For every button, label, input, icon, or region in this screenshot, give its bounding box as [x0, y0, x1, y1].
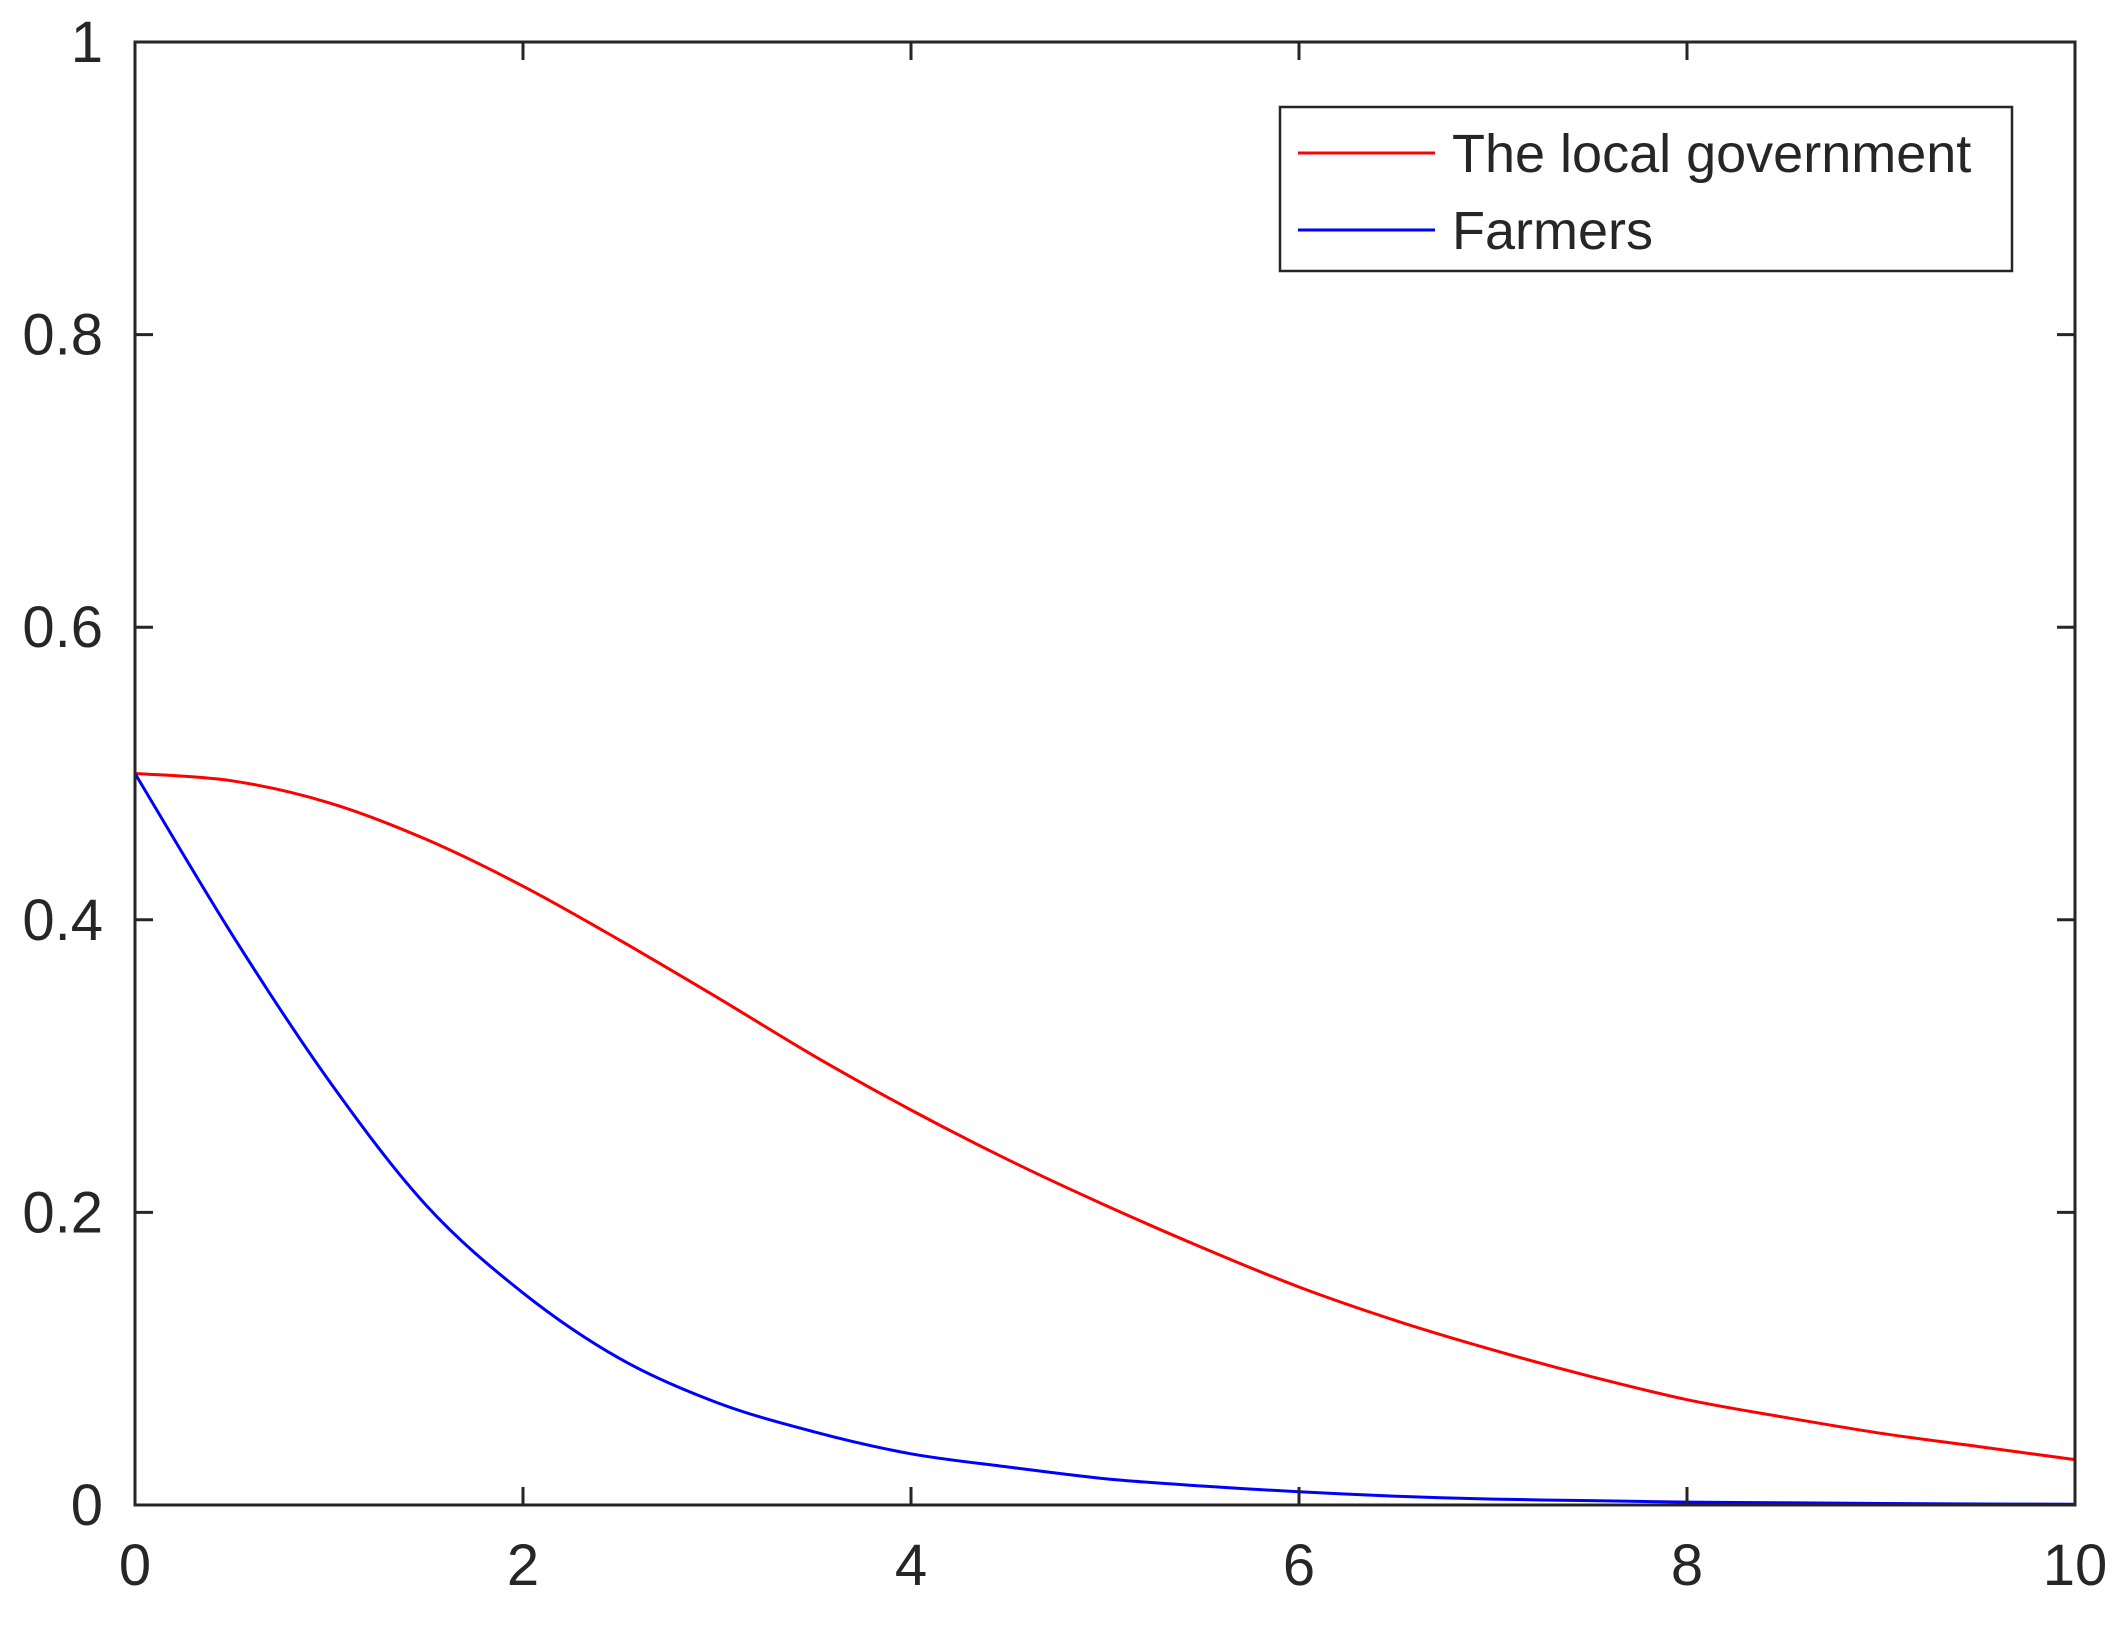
x-tick-label: 6: [1283, 1533, 1315, 1598]
y-tick-label: 0: [71, 1473, 103, 1538]
y-tick-label: 0.8: [22, 303, 103, 368]
x-tick-label: 10: [2043, 1533, 2108, 1598]
legend-box: [1278, 105, 2014, 273]
series-line-farmers: [133, 772, 2077, 1506]
x-tick-label: 0: [119, 1533, 151, 1598]
series-layer: [133, 772, 2077, 1506]
x-tick-label: 4: [895, 1533, 927, 1598]
series-line-local-government: [133, 772, 2077, 1462]
axes-box: [133, 40, 2077, 1507]
legend-label-local-government: The local government: [1452, 124, 1971, 184]
x-tick-label: 8: [1671, 1533, 1703, 1598]
x-tick-label: 2: [507, 1533, 539, 1598]
legend: The local government Farmers: [1278, 105, 2014, 273]
y-tick-label: 0.6: [22, 595, 103, 660]
ticks-layer: 0 2 4 6 8 10 0 0.2 0.4 0.6 0.8 1: [22, 10, 2107, 1598]
y-tick-label: 0.4: [22, 888, 103, 953]
y-tick-label: 1: [71, 10, 103, 75]
y-tick-label: 0.2: [22, 1180, 103, 1245]
legend-label-farmers: Farmers: [1452, 201, 1653, 261]
